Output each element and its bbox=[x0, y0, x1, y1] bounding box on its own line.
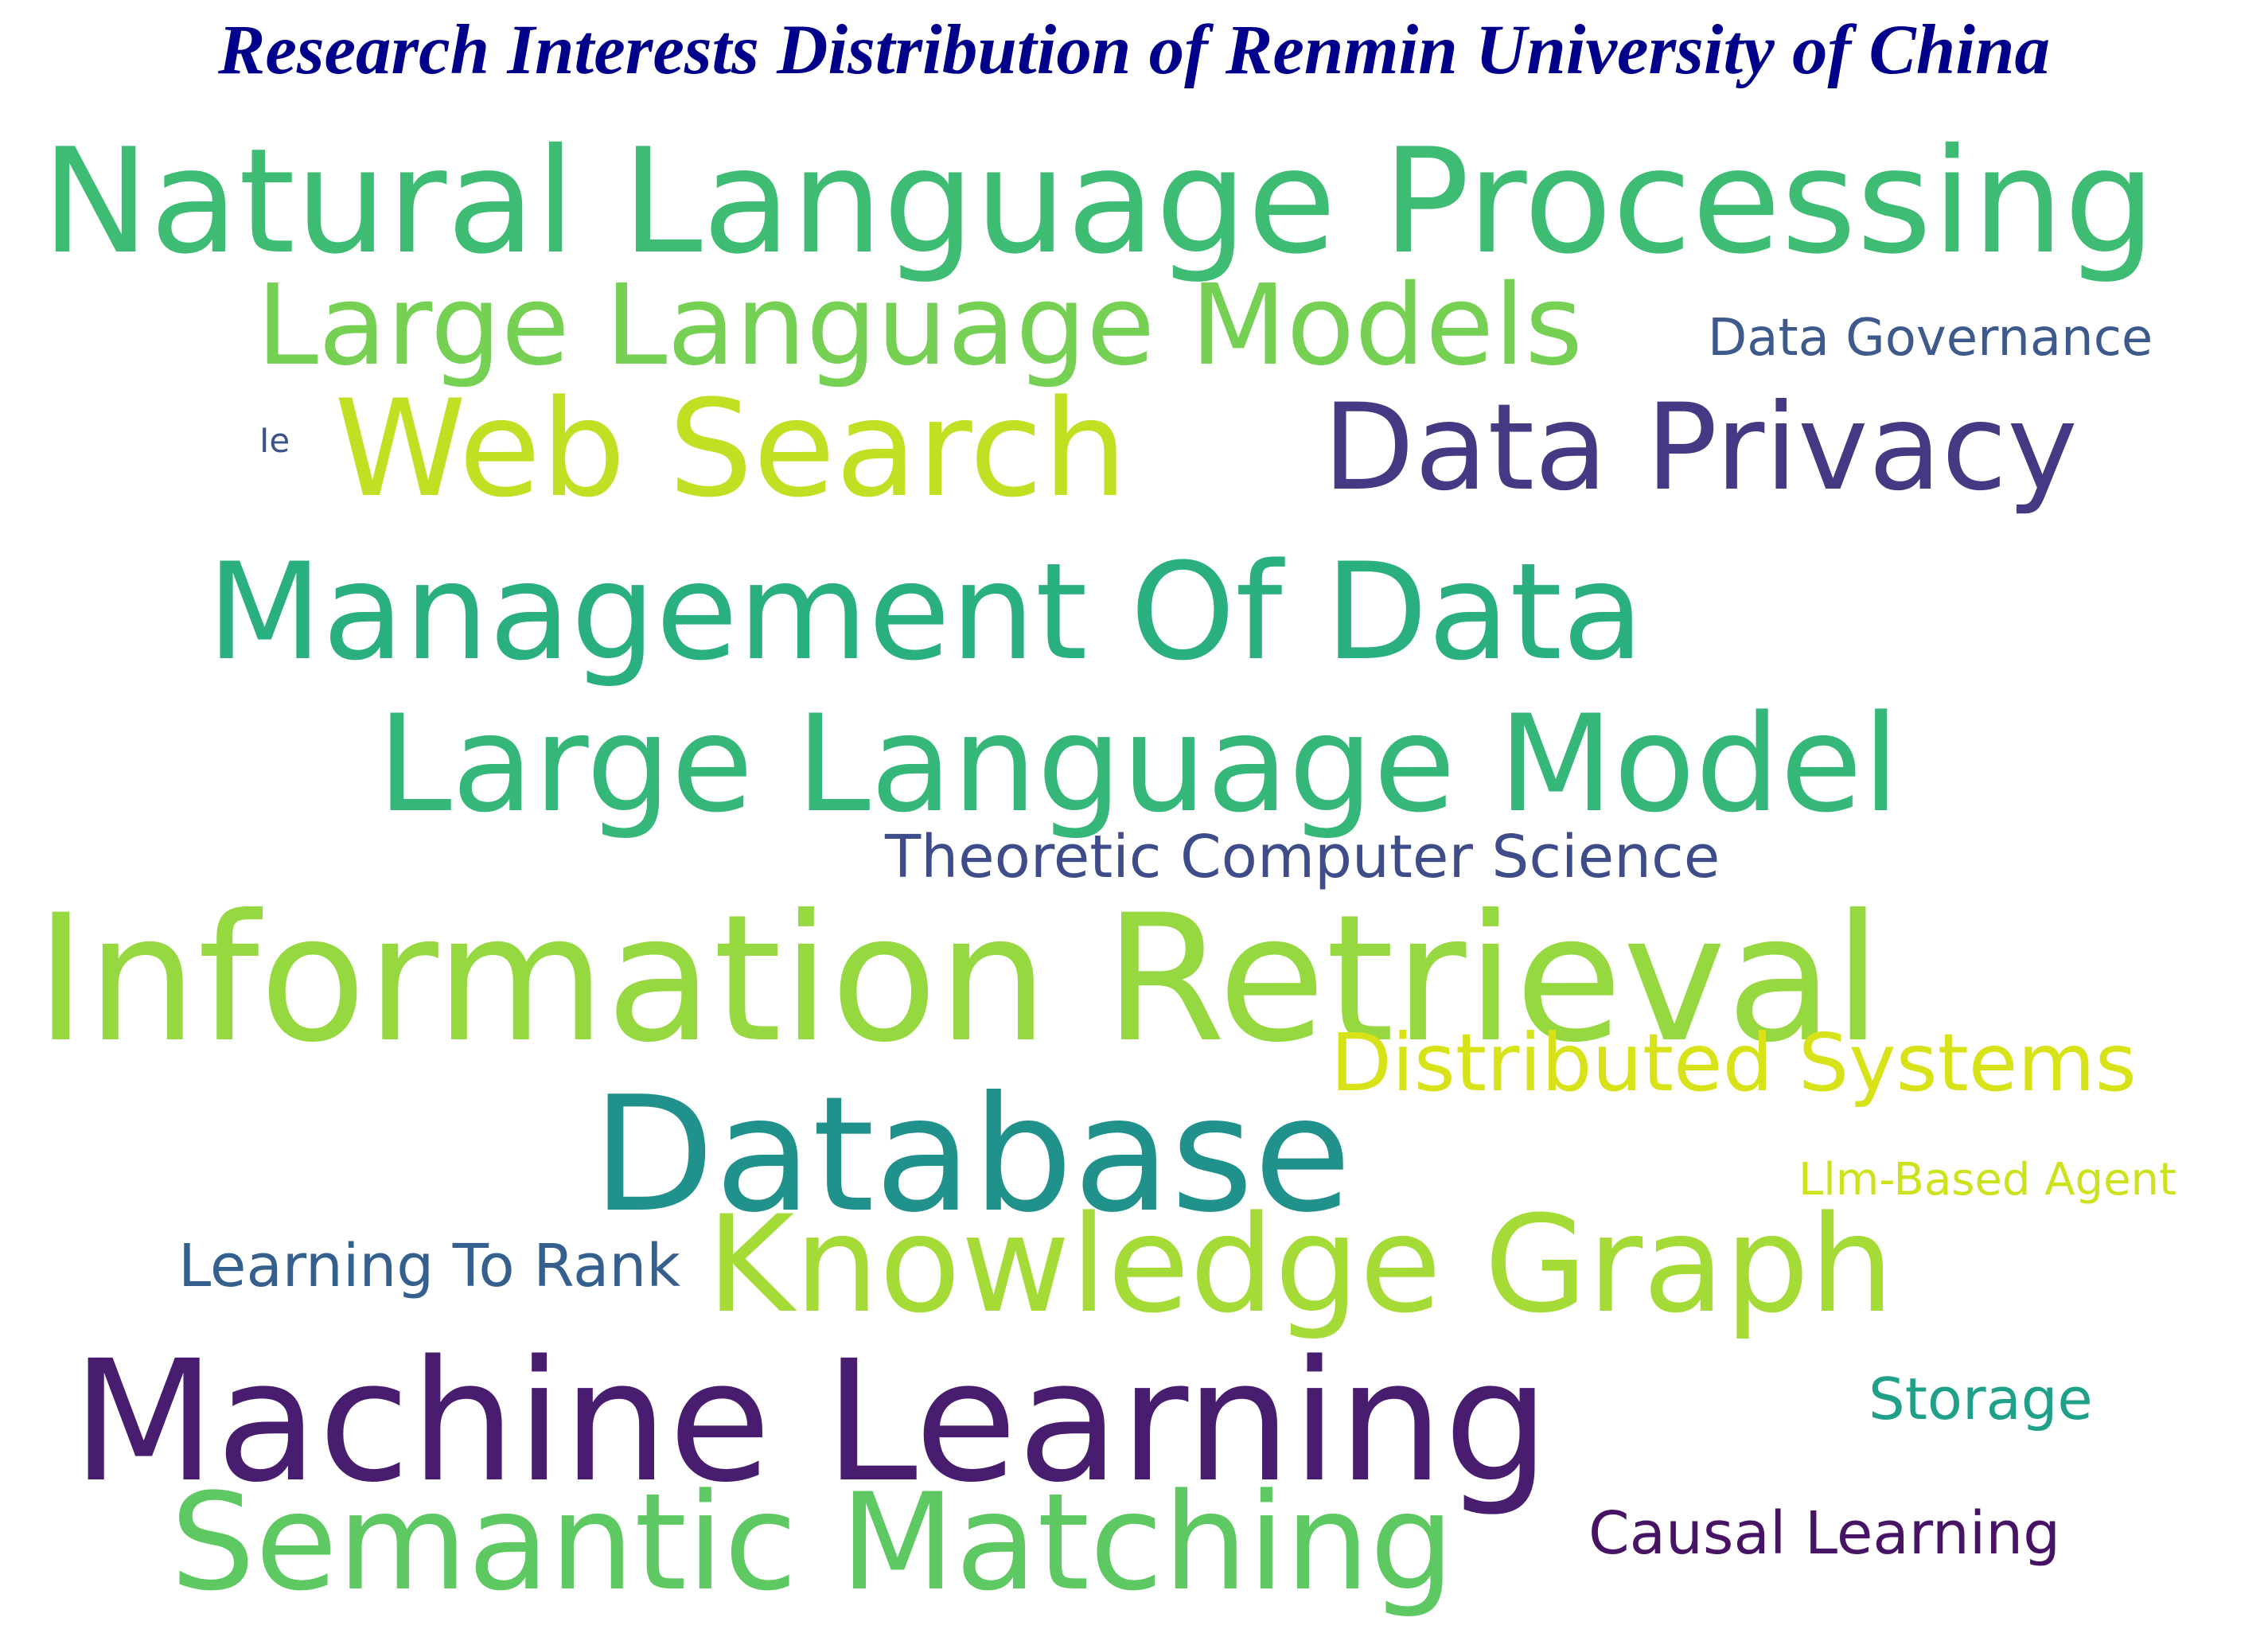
word-distributed-systems: Distributed Systems bbox=[1331, 1016, 2137, 1109]
word-data-privacy: Data Privacy bbox=[1323, 379, 2078, 517]
word-theoretic-computer-science: Theoretic Computer Science bbox=[885, 823, 1720, 891]
word-web-search: Web Search bbox=[334, 371, 1128, 527]
word-knowledge-graph: Knowledge Graph bbox=[707, 1187, 1895, 1343]
word-management-of-data: Management Of Data bbox=[207, 534, 1644, 690]
word-data-governance: Data Governance bbox=[1708, 309, 2153, 368]
word-ie: Ie bbox=[259, 421, 290, 460]
page-title: Research Interests Distribution of Renmi… bbox=[218, 11, 2050, 89]
word-semantic-matching: Semantic Matching bbox=[170, 1464, 1455, 1620]
word-database: Database bbox=[592, 1062, 1352, 1248]
word-learning-to-rank: Learning To Rank bbox=[178, 1232, 681, 1300]
word-large-language-model: Large Language Model bbox=[377, 686, 1900, 842]
word-storage: Storage bbox=[1869, 1366, 2093, 1432]
word-large-language-models: Large Language Models bbox=[256, 261, 1584, 391]
word-causal-learning: Causal Learning bbox=[1588, 1499, 2061, 1568]
word-information-retrieval: Information Retrieval bbox=[35, 877, 1883, 1081]
word-machine-learning: Machine Learning bbox=[72, 1324, 1550, 1519]
word-llm-based-agent: Llm-Based Agent bbox=[1798, 1154, 2176, 1206]
word-natural-language-processing: Natural Language Processing bbox=[41, 117, 2157, 286]
